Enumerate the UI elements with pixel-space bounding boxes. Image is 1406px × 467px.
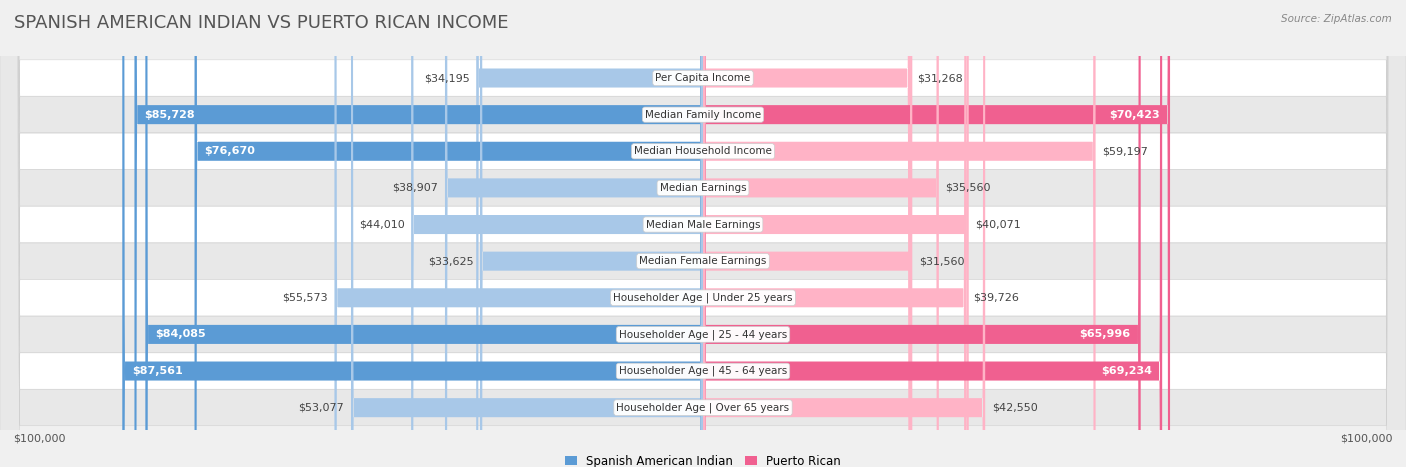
FancyBboxPatch shape [703, 0, 1095, 467]
Text: Median Family Income: Median Family Income [645, 110, 761, 120]
FancyBboxPatch shape [703, 0, 912, 467]
Text: $65,996: $65,996 [1080, 329, 1130, 340]
Text: $53,077: $53,077 [298, 403, 344, 413]
FancyBboxPatch shape [703, 0, 1163, 467]
FancyBboxPatch shape [703, 0, 1140, 467]
FancyBboxPatch shape [703, 0, 910, 467]
Text: $44,010: $44,010 [359, 219, 405, 229]
Text: SPANISH AMERICAN INDIAN VS PUERTO RICAN INCOME: SPANISH AMERICAN INDIAN VS PUERTO RICAN … [14, 14, 509, 32]
FancyBboxPatch shape [411, 0, 703, 467]
Text: Median Male Earnings: Median Male Earnings [645, 219, 761, 229]
Text: $76,670: $76,670 [204, 146, 256, 156]
FancyBboxPatch shape [703, 0, 986, 467]
Text: Householder Age | 25 - 44 years: Householder Age | 25 - 44 years [619, 329, 787, 340]
FancyBboxPatch shape [335, 0, 703, 467]
Text: Source: ZipAtlas.com: Source: ZipAtlas.com [1281, 14, 1392, 24]
Text: $31,268: $31,268 [917, 73, 963, 83]
Text: $31,560: $31,560 [920, 256, 965, 266]
FancyBboxPatch shape [703, 0, 966, 467]
Text: Householder Age | Over 65 years: Householder Age | Over 65 years [616, 403, 790, 413]
Text: $70,423: $70,423 [1109, 110, 1160, 120]
Text: Median Household Income: Median Household Income [634, 146, 772, 156]
Text: $42,550: $42,550 [991, 403, 1038, 413]
FancyBboxPatch shape [122, 0, 703, 467]
Text: Median Female Earnings: Median Female Earnings [640, 256, 766, 266]
Text: $34,195: $34,195 [423, 73, 470, 83]
Legend: Spanish American Indian, Puerto Rican: Spanish American Indian, Puerto Rican [561, 450, 845, 467]
Text: $38,907: $38,907 [392, 183, 439, 193]
Text: $87,561: $87,561 [132, 366, 183, 376]
Text: Householder Age | 45 - 64 years: Householder Age | 45 - 64 years [619, 366, 787, 376]
FancyBboxPatch shape [703, 0, 969, 467]
Text: Per Capita Income: Per Capita Income [655, 73, 751, 83]
Text: $84,085: $84,085 [155, 329, 205, 340]
FancyBboxPatch shape [703, 0, 1170, 467]
FancyBboxPatch shape [135, 0, 703, 467]
Text: Householder Age | Under 25 years: Householder Age | Under 25 years [613, 292, 793, 303]
Text: $55,573: $55,573 [283, 293, 328, 303]
FancyBboxPatch shape [145, 0, 703, 467]
Text: $69,234: $69,234 [1101, 366, 1153, 376]
Text: $33,625: $33,625 [427, 256, 474, 266]
Text: Median Earnings: Median Earnings [659, 183, 747, 193]
Text: $40,071: $40,071 [976, 219, 1021, 229]
Text: $35,560: $35,560 [945, 183, 991, 193]
Text: $59,197: $59,197 [1102, 146, 1149, 156]
FancyBboxPatch shape [479, 0, 703, 467]
FancyBboxPatch shape [352, 0, 703, 467]
FancyBboxPatch shape [194, 0, 703, 467]
Text: $85,728: $85,728 [145, 110, 195, 120]
FancyBboxPatch shape [444, 0, 703, 467]
FancyBboxPatch shape [477, 0, 703, 467]
FancyBboxPatch shape [703, 0, 939, 467]
Text: $39,726: $39,726 [973, 293, 1019, 303]
